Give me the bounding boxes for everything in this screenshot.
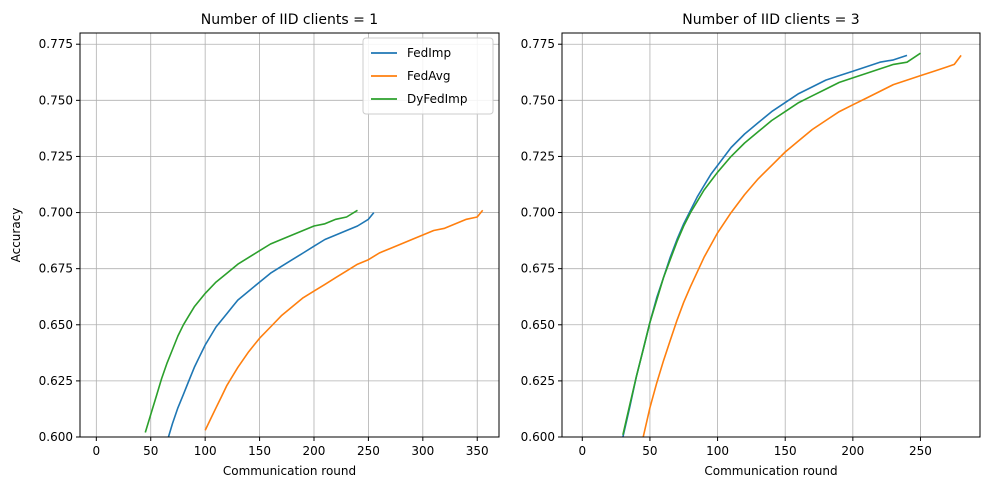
plot-frame [79,32,500,438]
x-axis-label: Communication round [704,464,837,478]
plot-frame [561,32,981,438]
x-tick-label: 250 [909,444,932,458]
y-tick-label: 0.600 [39,430,73,444]
legend-box [362,37,494,115]
chart-title: Number of IID clients = 3 [682,12,859,28]
y-tick-label: 0.650 [521,318,555,332]
series-line-fedimp [167,212,375,437]
x-tick-label: 0 [578,444,586,458]
y-tick-label: 0.700 [521,206,555,220]
x-tick-label: 350 [466,444,489,458]
y-tick-label: 0.650 [39,318,73,332]
y-tick-label: 0.625 [521,374,555,388]
x-tick-label: 200 [841,444,864,458]
legend-label: FedImp [407,46,451,60]
series-group [622,52,962,437]
y-tick-label: 0.625 [39,374,73,388]
chart-panel-2: 0 50 100 150 200 250 0.600 0.625 0.650 0.675 0.700… [521,12,981,478]
y-tick-label: 0.775 [521,37,555,51]
x-tick-label: 100 [194,444,217,458]
y-tick-label: 0.675 [521,262,555,276]
series-line-dyfedimp [622,52,921,435]
y-tick-label: 0.700 [39,206,73,220]
x-tick-label: 150 [774,444,797,458]
y-tick-label: 0.675 [39,262,73,276]
series-group [144,209,484,437]
x-tick-label: 250 [357,444,380,458]
legend-label: DyFedImp [407,92,467,106]
x-tick-label: 100 [706,444,729,458]
x-axis-label: Communication round [223,464,356,478]
x-tick-label: 300 [411,444,434,458]
y-axis-label: Accuracy [9,208,23,263]
x-tick-label: 50 [642,444,657,458]
x-tick-label: 0 [93,444,101,458]
chart-panel-1: 0 50 100 150 200 250 300 350 0.600 0.625 0.650 0.67… [9,12,500,478]
series-line-fedavg [204,209,484,431]
series-line-fedimp [622,54,908,437]
y-tick-label: 0.725 [521,149,555,163]
y-tick-label: 0.750 [521,93,555,107]
y-tick-label: 0.725 [39,149,73,163]
chart-title: Number of IID clients = 1 [201,12,378,28]
y-tick-label: 0.750 [39,93,73,107]
x-tick-label: 50 [143,444,158,458]
y-tick-label: 0.775 [39,37,73,51]
legend-label: FedAvg [407,69,450,83]
series-line-fedavg [642,54,962,437]
series-line-dyfedimp [144,209,358,433]
legend: FedImp FedAvg DyFedImp [362,37,494,115]
y-tick-label: 0.600 [521,430,555,444]
x-tick-label: 200 [303,444,326,458]
x-tick-label: 150 [248,444,271,458]
